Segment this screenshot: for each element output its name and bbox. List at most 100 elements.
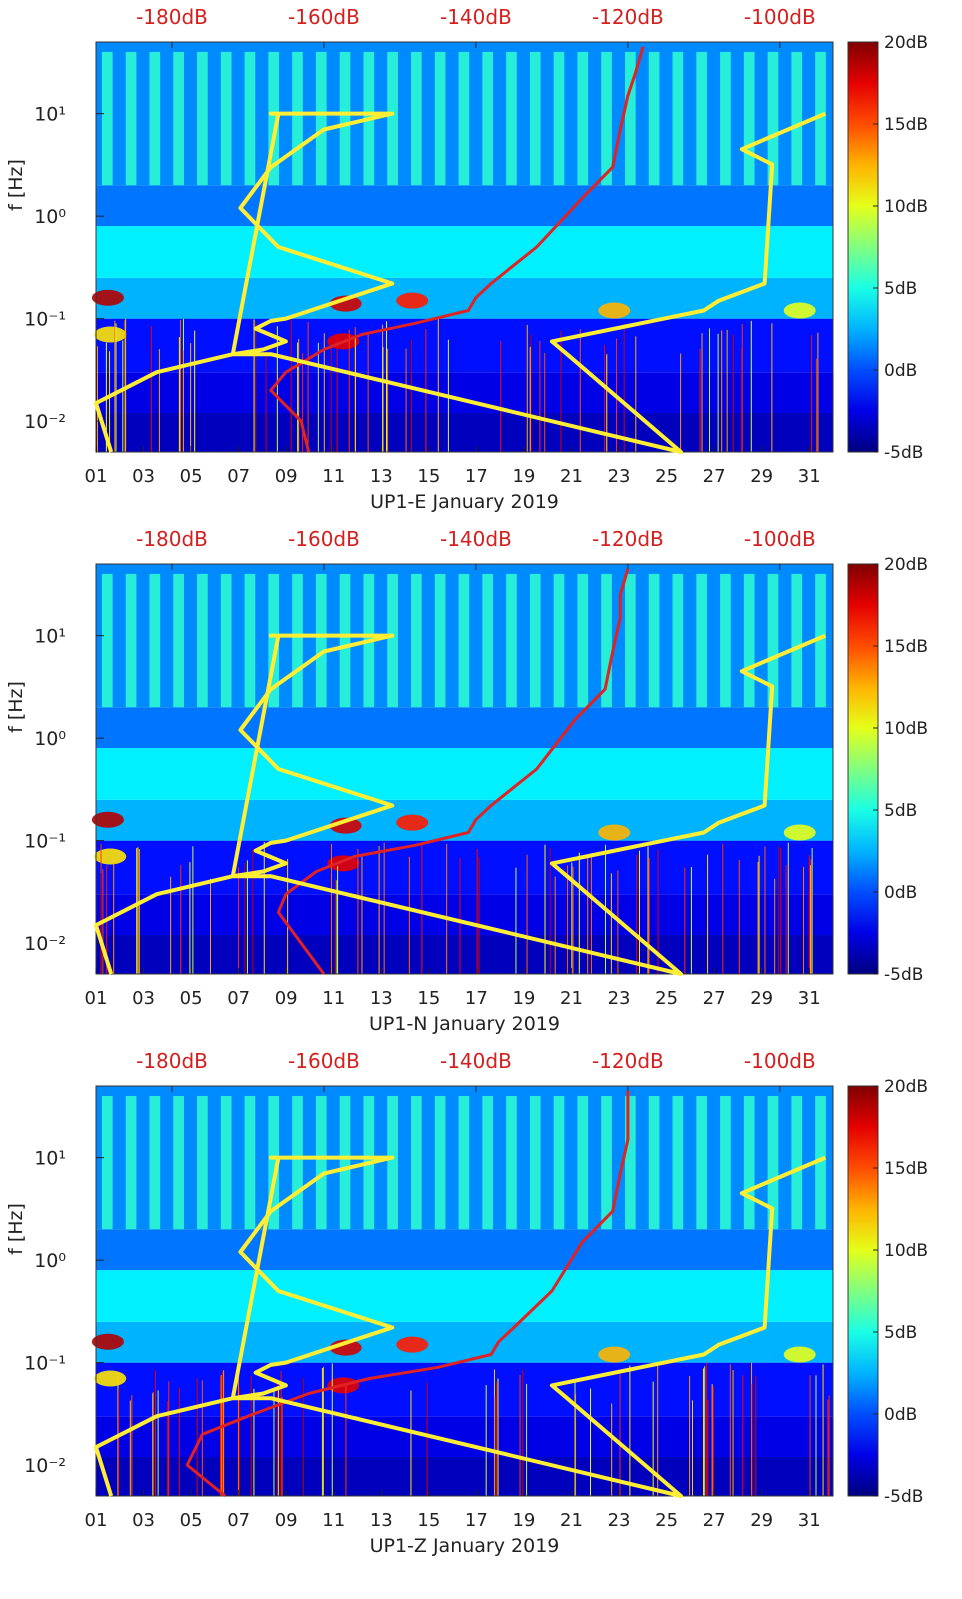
top-db-tick-label: -180dB [136, 527, 208, 551]
top-db-tick-label: -160dB [288, 5, 360, 29]
top-db-tick-label: -180dB [136, 5, 208, 29]
x-tick-label: 09 [275, 466, 298, 487]
plot-frame [95, 41, 834, 453]
colorbar-tick-label: 5dB [884, 801, 917, 821]
x-tick-label: 23 [608, 1510, 631, 1531]
top-db-tick-label: -140dB [440, 5, 512, 29]
top-db-tick-label: -100dB [744, 1049, 816, 1073]
y-tick-label: 10⁰ [34, 206, 66, 228]
x-tick-label: 01 [85, 466, 108, 487]
y-tick-label: 10¹ [34, 626, 66, 648]
x-tick-label: 11 [322, 1510, 345, 1531]
y-tick-label: 10⁻² [24, 411, 66, 433]
colorbar-tick-label: 15dB [884, 1159, 928, 1179]
x-tick-label: 07 [227, 466, 250, 487]
x-tick-label: 17 [465, 1510, 488, 1531]
y-tick-label: 10⁻² [24, 933, 66, 955]
spectrogram-image [91, 1086, 833, 1496]
x-tick-label: 31 [798, 466, 821, 487]
colorbar-tick-label: 5dB [884, 279, 917, 299]
colorbar: 20dB 15dB 10dB 5dB 0dB -5dB [847, 33, 928, 463]
colorbar-tick-label: 5dB [884, 1323, 917, 1343]
x-tick-label: 19 [512, 988, 535, 1009]
colorbar-tick-label: -5dB [884, 443, 923, 463]
x-tick-label: 03 [132, 1510, 155, 1531]
x-tick-label: 07 [227, 988, 250, 1009]
top-db-tick-label: -120dB [592, 1049, 664, 1073]
x-tick-label: 13 [370, 1510, 393, 1531]
x-tick-label: 05 [180, 1510, 203, 1531]
spectrogram-image [91, 42, 833, 452]
x-tick-label: 21 [560, 466, 583, 487]
x-tick-label: 13 [370, 466, 393, 487]
median-psd-line [269, 46, 645, 453]
noise-model-line [94, 111, 827, 454]
x-tick-label: 27 [703, 988, 726, 1009]
top-db-tick-label: -120dB [592, 527, 664, 551]
x-tick-label: 25 [655, 988, 678, 1009]
y-tick-label: 10⁰ [34, 728, 66, 750]
x-tick-label: 23 [608, 466, 631, 487]
x-tick-label: 29 [750, 988, 773, 1009]
x-tick-label: 19 [512, 466, 535, 487]
panel-1: 01 03 05 07 09 11 13 15 17 19 21 23 25 27 29 31 10⁻² 10⁻¹… [5, 5, 928, 513]
x-tick-label: 29 [750, 1510, 773, 1531]
top-db-tick-label: -100dB [744, 527, 816, 551]
y-tick-label: 10¹ [34, 1148, 66, 1170]
plot-frame [95, 1085, 834, 1497]
x-tick-label: 29 [750, 466, 773, 487]
x-tick-label: 15 [417, 1510, 440, 1531]
spectrogram-image [91, 564, 833, 974]
x-tick-label: 03 [132, 988, 155, 1009]
y-tick-label: 10⁻² [24, 1455, 66, 1477]
x-tick-label: 07 [227, 1510, 250, 1531]
panel-2: 01 03 05 07 09 11 13 15 17 19 21 23 25 27 29 31 10⁻² 10⁻¹… [5, 527, 928, 1035]
x-axis-label: UP1-N January 2019 [369, 1013, 560, 1035]
x-tick-label: 27 [703, 466, 726, 487]
y-axis-label: f [Hz] [5, 159, 27, 211]
x-tick-label: 15 [417, 466, 440, 487]
y-axis-label: f [Hz] [5, 1203, 27, 1255]
colorbar: 20dB 15dB 10dB 5dB 0dB -5dB [847, 555, 928, 985]
colorbar-tick-label: -5dB [884, 1487, 923, 1507]
colorbar-tick-label: 10dB [884, 1241, 928, 1261]
colorbar-tick-label: 20dB [884, 33, 928, 53]
x-tick-label: 19 [512, 1510, 535, 1531]
y-tick-label: 10⁻¹ [24, 831, 66, 853]
colorbar-tick-label: 0dB [884, 1405, 917, 1425]
top-db-tick-label: -160dB [288, 1049, 360, 1073]
y-tick-label: 10¹ [34, 104, 66, 126]
x-tick-label: 01 [85, 1510, 108, 1531]
colorbar-tick-label: 20dB [884, 555, 928, 575]
x-tick-label: 25 [655, 1510, 678, 1531]
top-db-tick-label: -180dB [136, 1049, 208, 1073]
x-tick-label: 11 [322, 988, 345, 1009]
colorbar-tick-label: 15dB [884, 115, 928, 135]
noise-model-line [94, 633, 827, 976]
x-tick-label: 11 [322, 466, 345, 487]
top-db-tick-label: -140dB [440, 527, 512, 551]
x-tick-label: 31 [798, 1510, 821, 1531]
median-psd-line [276, 568, 630, 975]
x-tick-label: 27 [703, 1510, 726, 1531]
x-tick-label: 23 [608, 988, 631, 1009]
colorbar-tick-label: 0dB [884, 883, 917, 903]
x-tick-label: 03 [132, 466, 155, 487]
top-db-tick-label: -100dB [744, 5, 816, 29]
x-tick-label: 17 [465, 466, 488, 487]
colorbar: 20dB 15dB 10dB 5dB 0dB -5dB [847, 1077, 928, 1507]
x-tick-label: 05 [180, 466, 203, 487]
x-tick-label: 17 [465, 988, 488, 1009]
x-axis-label: UP1-E January 2019 [370, 491, 559, 513]
median-psd-line [185, 1090, 630, 1498]
x-tick-label: 31 [798, 988, 821, 1009]
x-tick-label: 01 [85, 988, 108, 1009]
x-tick-label: 05 [180, 988, 203, 1009]
x-tick-label: 09 [275, 1510, 298, 1531]
x-tick-label: 25 [655, 466, 678, 487]
plot-frame [95, 563, 834, 975]
top-db-tick-label: -160dB [288, 527, 360, 551]
x-tick-label: 21 [560, 988, 583, 1009]
x-tick-label: 09 [275, 988, 298, 1009]
